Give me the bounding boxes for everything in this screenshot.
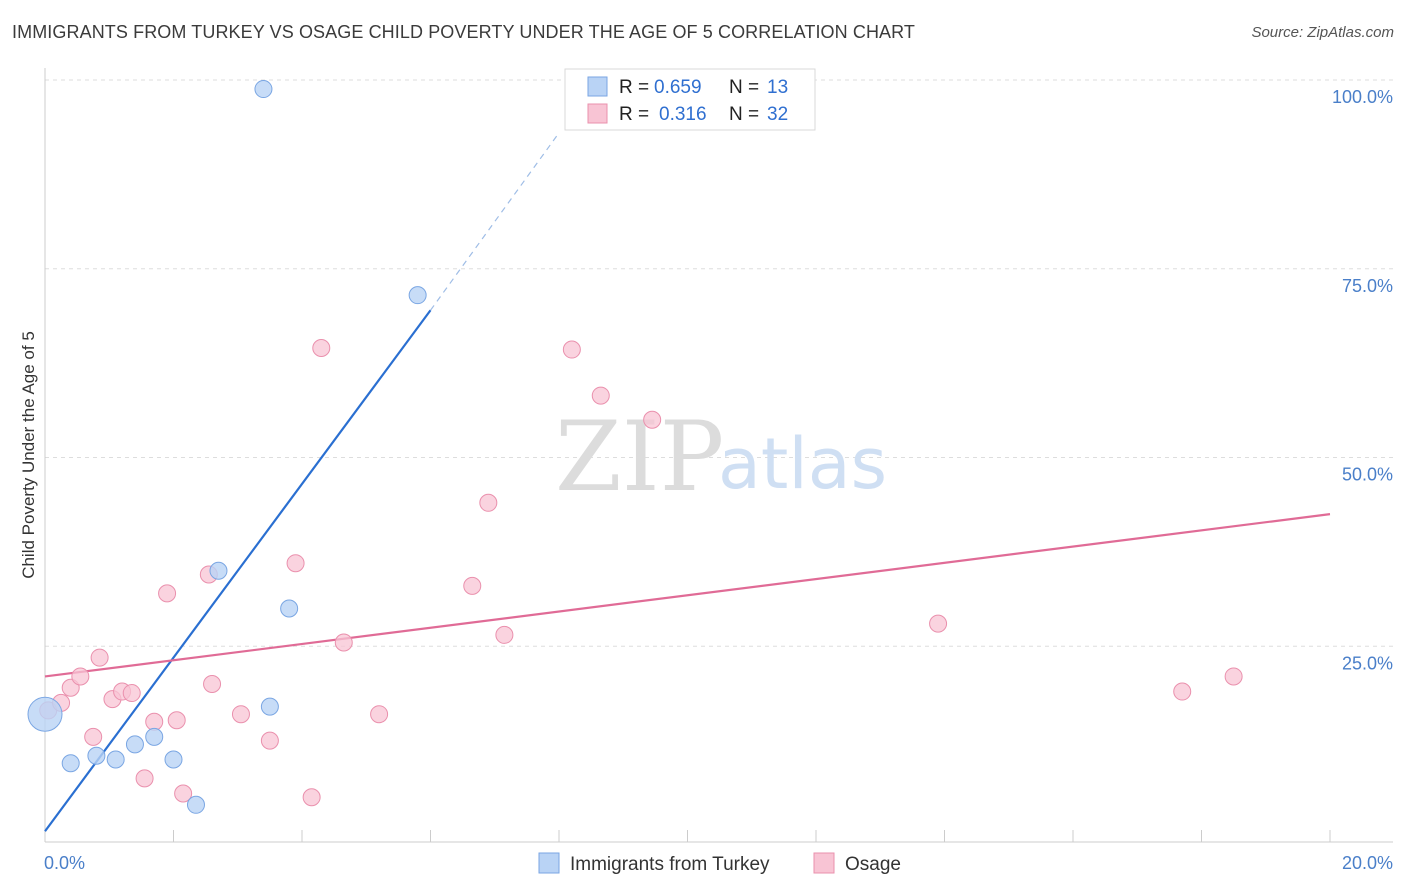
x-tick-label-min: 0.0% [44,853,85,873]
osage-point-19 [302,788,321,807]
osage-point-25 [495,625,514,644]
chart-title: IMMIGRANTS FROM TURKEY VS OSAGE CHILD PO… [12,22,916,42]
x-tick-label-max: 20.0% [1342,853,1393,873]
osage-point-15 [203,675,222,693]
osage-point-30 [1173,682,1192,701]
osage-point-12 [167,711,186,730]
legend-r-label-osage: R = [619,104,649,125]
turkey-point-9 [254,80,273,99]
legend-swatch-turkey [587,76,608,97]
grid-lines [45,79,1393,647]
osage-point-24 [479,493,498,512]
turkey-point-10 [260,697,279,716]
legend-n-value-turkey: 13 [767,77,788,98]
y-axis-label: Child Poverty Under the Age of 5 [19,331,38,579]
x-tick-labels: 0.0% 20.0% [44,853,1393,873]
y-tick-label-3: 100.0% [1332,87,1393,107]
y-tick-label-0: 25.0% [1342,653,1393,673]
osage-point-9 [135,769,154,788]
osage-point-29 [929,614,948,633]
osage-point-13 [174,784,193,803]
legend-swatch-osage [587,103,608,124]
osage-point-23 [463,576,482,595]
turkey-point-1 [61,754,80,773]
turkey-point-4 [125,735,144,754]
turkey-point-12 [408,286,427,305]
turkey-point-6 [164,750,183,769]
osage-point-27 [591,386,610,405]
trend-line-turkey-extension [430,132,560,311]
watermark-zip: ZIP [555,401,724,513]
bottom-legend: Immigrants from Turkey Osage [538,852,901,875]
osage-point-5 [90,648,109,667]
bottom-legend-label-osage: Osage [845,854,901,875]
osage-point-31 [1224,667,1243,686]
osage-point-28 [643,410,662,429]
legend-box: R = 0.659 N = 13 R = 0.316 N = 32 [564,68,816,131]
osage-point-3 [71,667,90,686]
osage-point-16 [231,705,250,724]
legend-n-label-turkey: N = [729,77,759,98]
bottom-legend-label-turkey: Immigrants from Turkey [570,854,770,875]
legend-n-value-osage: 32 [767,104,788,125]
legend-r-value-turkey: 0.659 [654,77,702,98]
osage-point-11 [158,584,177,603]
osage-point-10 [145,712,164,731]
bottom-legend-swatch-osage [813,852,835,874]
turkey-point-7 [186,795,205,814]
y-tick-label-2: 75.0% [1342,276,1393,296]
legend-r-label-turkey: R = [619,77,649,98]
trend-line-turkey [44,309,432,832]
osage-point-18 [286,554,305,573]
osage-point-22 [370,705,389,724]
osage-point-17 [260,731,279,750]
bottom-legend-swatch-turkey [538,852,560,874]
y-tick-labels: 25.0% 50.0% 75.0% 100.0% [1332,87,1393,673]
trend-line-osage [44,513,1331,678]
legend-r-value-osage: 0.316 [659,104,707,125]
osage-point-20 [312,339,331,358]
turkey-point-11 [280,599,299,618]
trend-lines [44,132,1331,832]
osage-point-8 [122,684,141,703]
osage-point-26 [562,340,581,359]
osage-point-4 [84,727,103,746]
turkey-point-3 [106,750,125,769]
source-label: Source: ZipAtlas.com [1251,24,1394,41]
legend-n-label-osage: N = [729,104,759,125]
turkey-point-0 [27,696,63,732]
y-tick-label-1: 50.0% [1342,465,1393,485]
watermark-atlas: atlas [718,423,887,505]
osage-point-21 [334,633,353,652]
turkey-point-8 [209,561,228,580]
turkey-points [27,80,427,814]
turkey-point-2 [87,746,106,765]
turkey-point-5 [145,727,164,746]
